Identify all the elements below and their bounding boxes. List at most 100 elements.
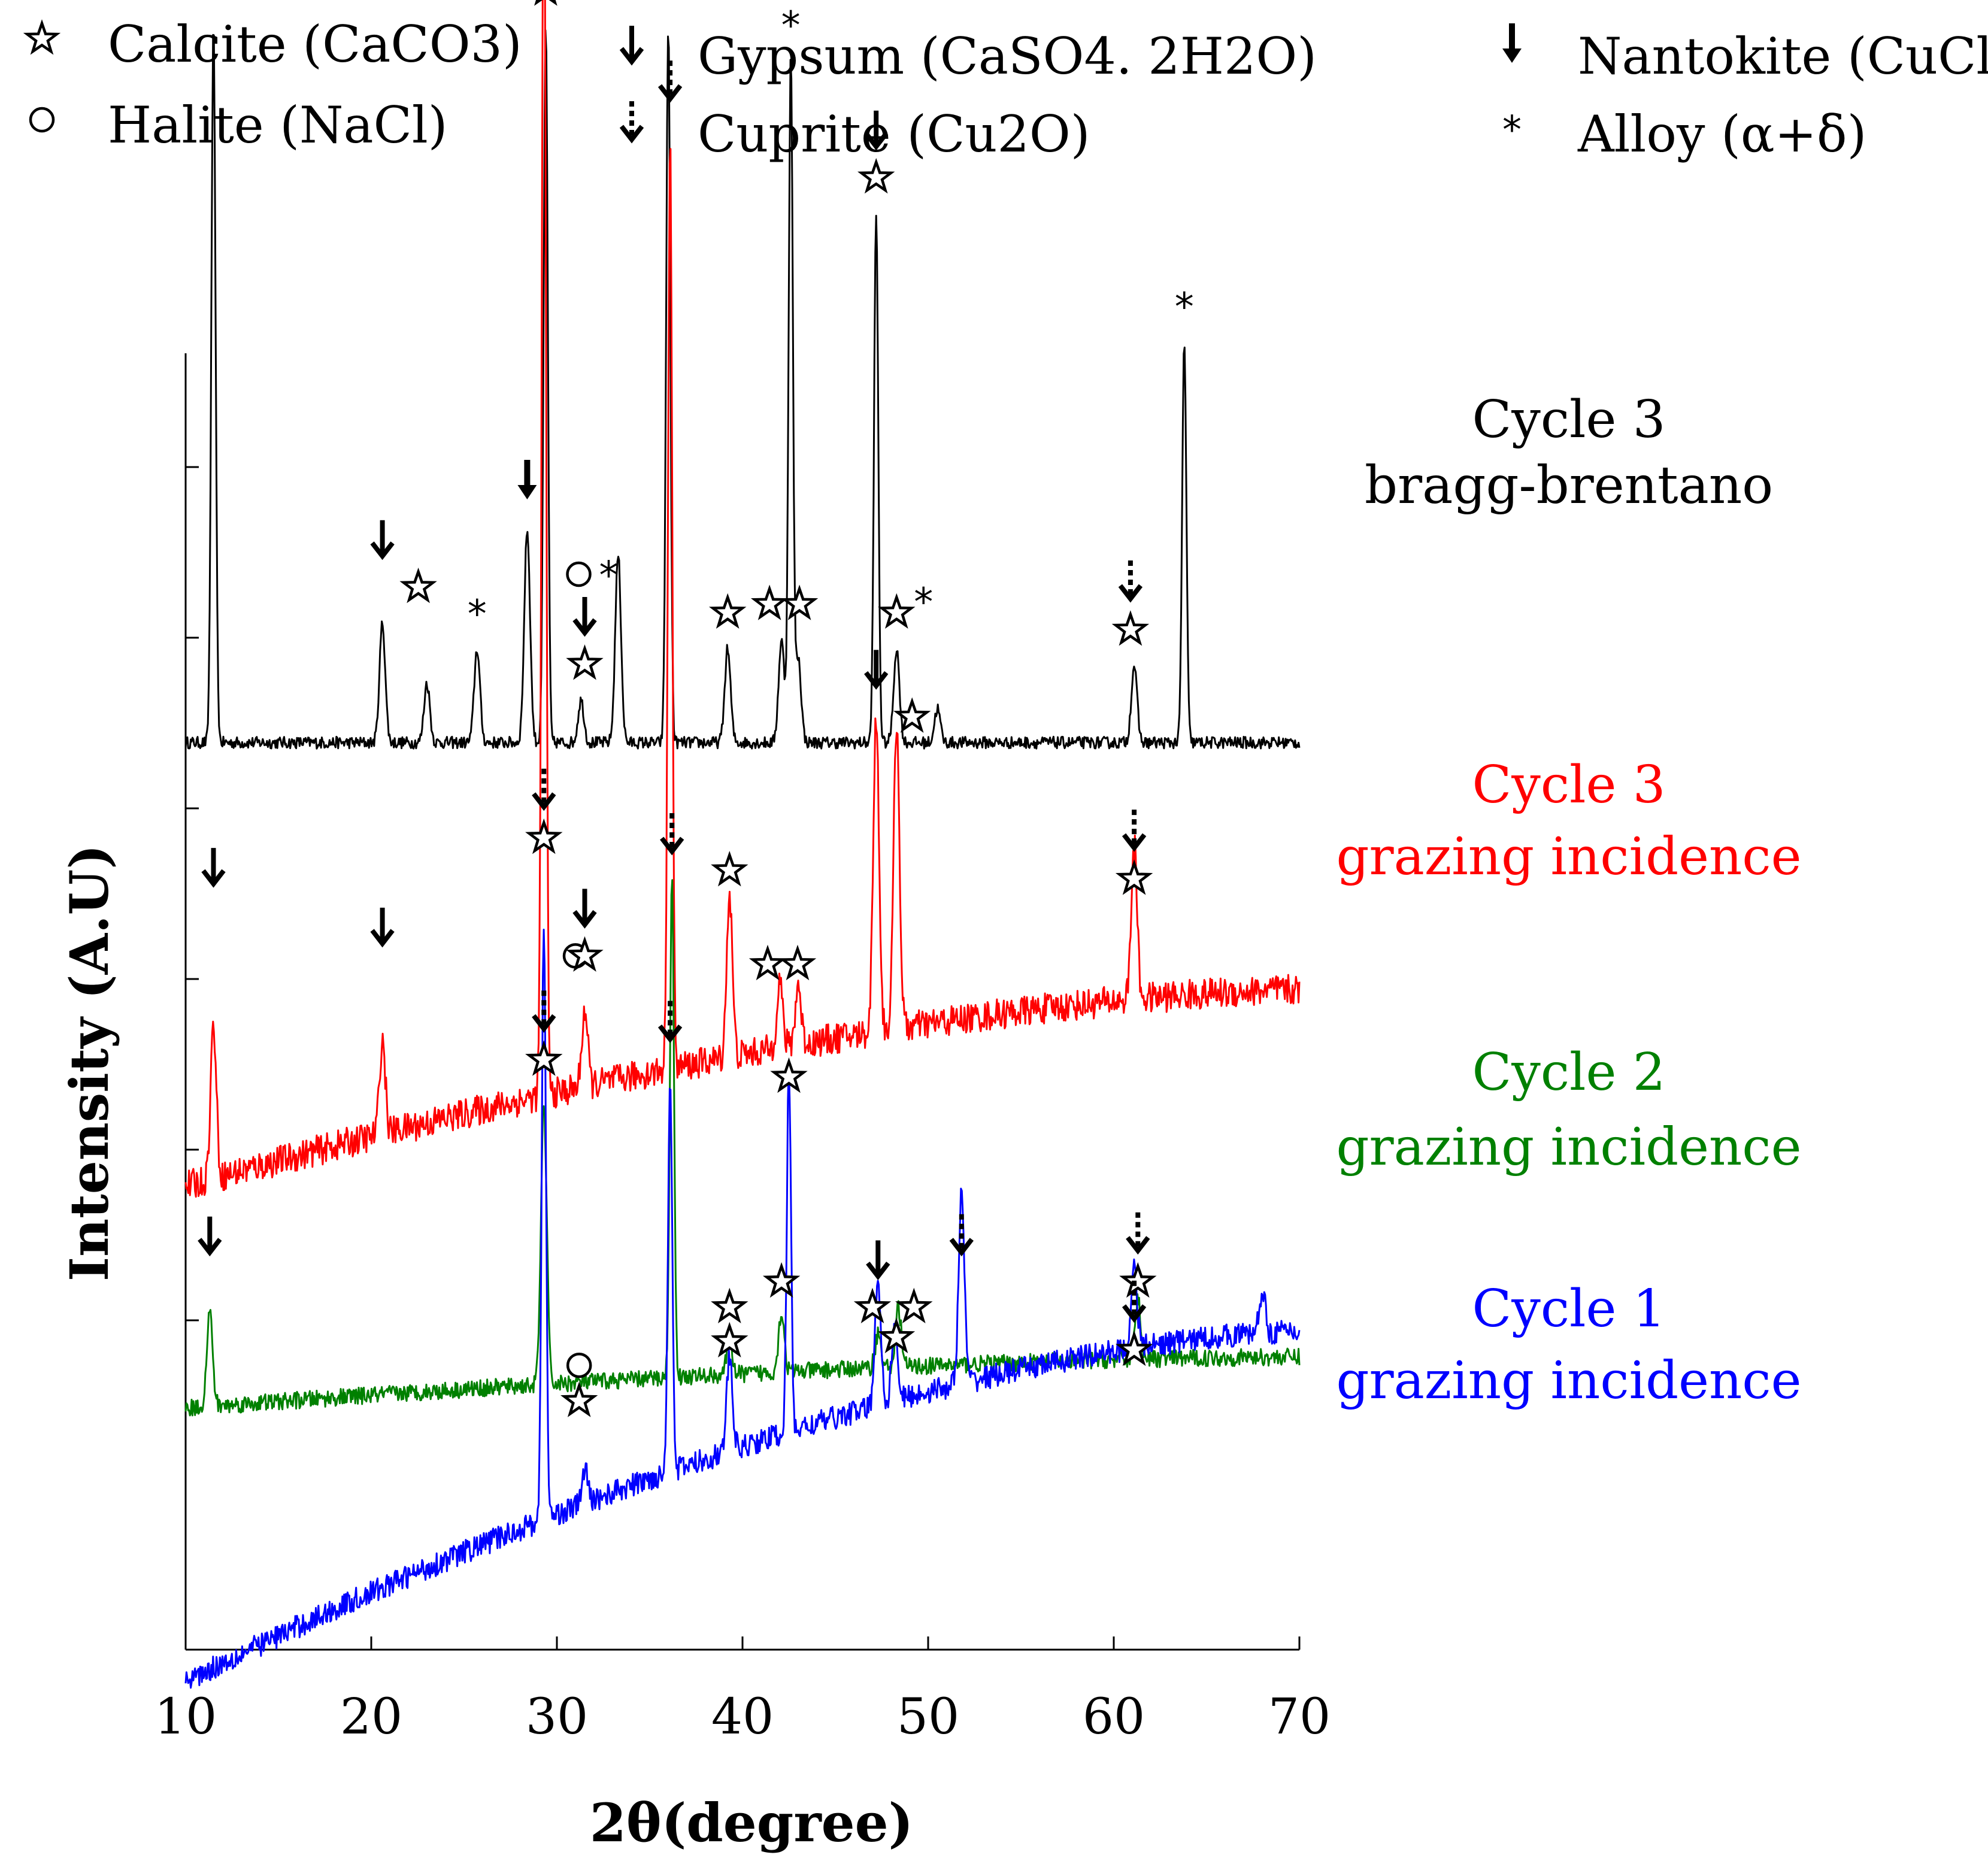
x-tick-label: 40 [711, 1689, 774, 1745]
peak-marker-series-0 [467, 592, 487, 637]
peak-marker-series-3 [529, 769, 559, 851]
cuprite-arrow-icon [662, 813, 682, 851]
legend-item: Cuprite (Cu2O) [622, 101, 1090, 163]
peak-marker-series-2 [715, 1292, 744, 1320]
gypsum-arrow-icon [622, 26, 642, 62]
calcite-star-icon [27, 23, 56, 51]
calcite-star-icon [570, 648, 599, 677]
nantokite-arrow-icon [1502, 23, 1522, 63]
legend: Calcite (CaCO3) Halite (NaCl) Gypsum (CaSO… [27, 15, 1988, 163]
calcite-star-icon [857, 1292, 887, 1320]
calcite-star-icon [715, 1292, 744, 1320]
cuprite-arrow-icon [660, 60, 680, 99]
peak-marker-series-1 [660, 60, 680, 99]
calcite-star-icon [565, 1386, 594, 1414]
gypsum-arrow-icon [204, 848, 224, 884]
calcite-star-icon [1116, 614, 1145, 642]
cuprite-arrow-icon [622, 101, 642, 140]
x-tick-label: 70 [1268, 1689, 1331, 1745]
peak-marker-series-2 [199, 1217, 220, 1253]
peak-marker-series-2 [1123, 1213, 1153, 1295]
calcite-star-icon [753, 949, 782, 977]
peak-marker-series-0 [754, 589, 814, 617]
series-label-line1: Cycle 2 [1472, 1042, 1665, 1102]
x-axis-title: 2θ(degree) [590, 1792, 914, 1854]
calcite-star-icon [784, 589, 814, 617]
legend-item: Calcite (CaCO3) [27, 15, 522, 74]
peak-marker-series-0 [568, 554, 619, 598]
x-tick-label: 30 [526, 1689, 588, 1745]
legend-label: Nantokite (CuCl) [1578, 27, 1988, 86]
legend-label: Halite (NaCl) [108, 96, 448, 154]
calcite-star-icon [862, 162, 891, 190]
gypsum-arrow-icon [199, 1217, 220, 1253]
halite-circle-icon [568, 1354, 590, 1377]
peak-marker-series-0 [781, 4, 801, 49]
peak-marker-series-1 [204, 848, 224, 884]
gypsum-arrow-icon [575, 597, 595, 633]
legend-item: Alloy (α+δ) [1502, 105, 1866, 163]
trace-series-0 [184, 29, 1301, 750]
legend-label: Alloy (α+δ) [1577, 105, 1866, 163]
series-label-line2: grazing incidence [1337, 1117, 1802, 1177]
gypsum-arrow-icon [372, 520, 393, 556]
peak-marker-series-2 [662, 813, 682, 851]
alloy-asterisk-icon [1502, 108, 1522, 153]
calcite-star-icon [715, 855, 744, 883]
alloy-asterisk-icon [781, 4, 801, 49]
legend-label: Cuprite (Cu2O) [698, 105, 1090, 163]
series-label-line2: bragg-brentano [1365, 456, 1773, 516]
peak-marker-series-1 [372, 908, 393, 944]
peak-annotations [199, 0, 1194, 1414]
legend-label: Gypsum (CaSO4. 2H2O) [698, 27, 1317, 86]
calcite-star-icon [529, 823, 559, 851]
trace-series-2 [184, 879, 1301, 1417]
calcite-star-icon [1123, 1266, 1153, 1295]
peak-marker-series-0 [1116, 560, 1145, 642]
cuprite-arrow-icon [534, 769, 554, 807]
gypsum-arrow-icon [372, 908, 393, 944]
calcite-star-icon [713, 598, 743, 626]
legend-item: Halite (NaCl) [31, 96, 448, 154]
peak-marker-series-0 [517, 460, 537, 499]
gypsum-arrow-icon [866, 650, 886, 686]
series-label-line1: Cycle 3 [1472, 755, 1665, 815]
halite-circle-icon [31, 108, 53, 131]
peak-marker-series-1 [715, 855, 744, 883]
alloy-asterisk-icon [467, 592, 487, 637]
calcite-star-icon [404, 572, 433, 600]
x-tick-label: 60 [1083, 1689, 1145, 1745]
gypsum-arrow-icon [868, 1240, 888, 1276]
halite-circle-icon [568, 563, 590, 586]
legend-label: Calcite (CaCO3) [108, 15, 522, 74]
alloy-asterisk-icon [1174, 285, 1194, 330]
nantokite-arrow-icon [517, 460, 537, 499]
peak-marker-series-0 [372, 520, 434, 600]
y-axis-title: Intensity (A.U) [58, 844, 120, 1281]
peak-marker-series-0 [713, 598, 743, 626]
peak-marker-series-0 [1174, 285, 1194, 330]
cuprite-arrow-icon [534, 990, 554, 1029]
calcite-star-icon [783, 949, 812, 977]
peak-marker-series-1 [1119, 810, 1148, 892]
calcite-star-icon [882, 598, 911, 626]
cuprite-arrow-icon [951, 1214, 972, 1253]
legend-item: Gypsum (CaSO4. 2H2O) [622, 26, 1317, 86]
series-label-line2: grazing incidence [1337, 1351, 1802, 1411]
peak-marker-series-3 [951, 1214, 972, 1253]
peak-marker-series-0 [882, 580, 934, 626]
trace-series-3 [184, 929, 1301, 1689]
cuprite-arrow-icon [1124, 810, 1144, 848]
x-tick-label: 20 [340, 1689, 402, 1745]
peak-marker-series-0 [570, 597, 599, 677]
x-tick-label: 50 [897, 1689, 959, 1745]
traces [184, 0, 1301, 1689]
peak-marker-series-1 [753, 949, 812, 977]
calcite-star-icon [529, 1044, 559, 1072]
peak-marker-series-2 [529, 990, 559, 1072]
x-ticks: 10 20 30 40 50 60 70 2θ(degree) Intensity (A.U) [58, 844, 1331, 1854]
gypsum-arrow-icon [575, 889, 595, 925]
alloy-asterisk-icon [599, 554, 619, 598]
calcite-star-icon [754, 589, 784, 617]
